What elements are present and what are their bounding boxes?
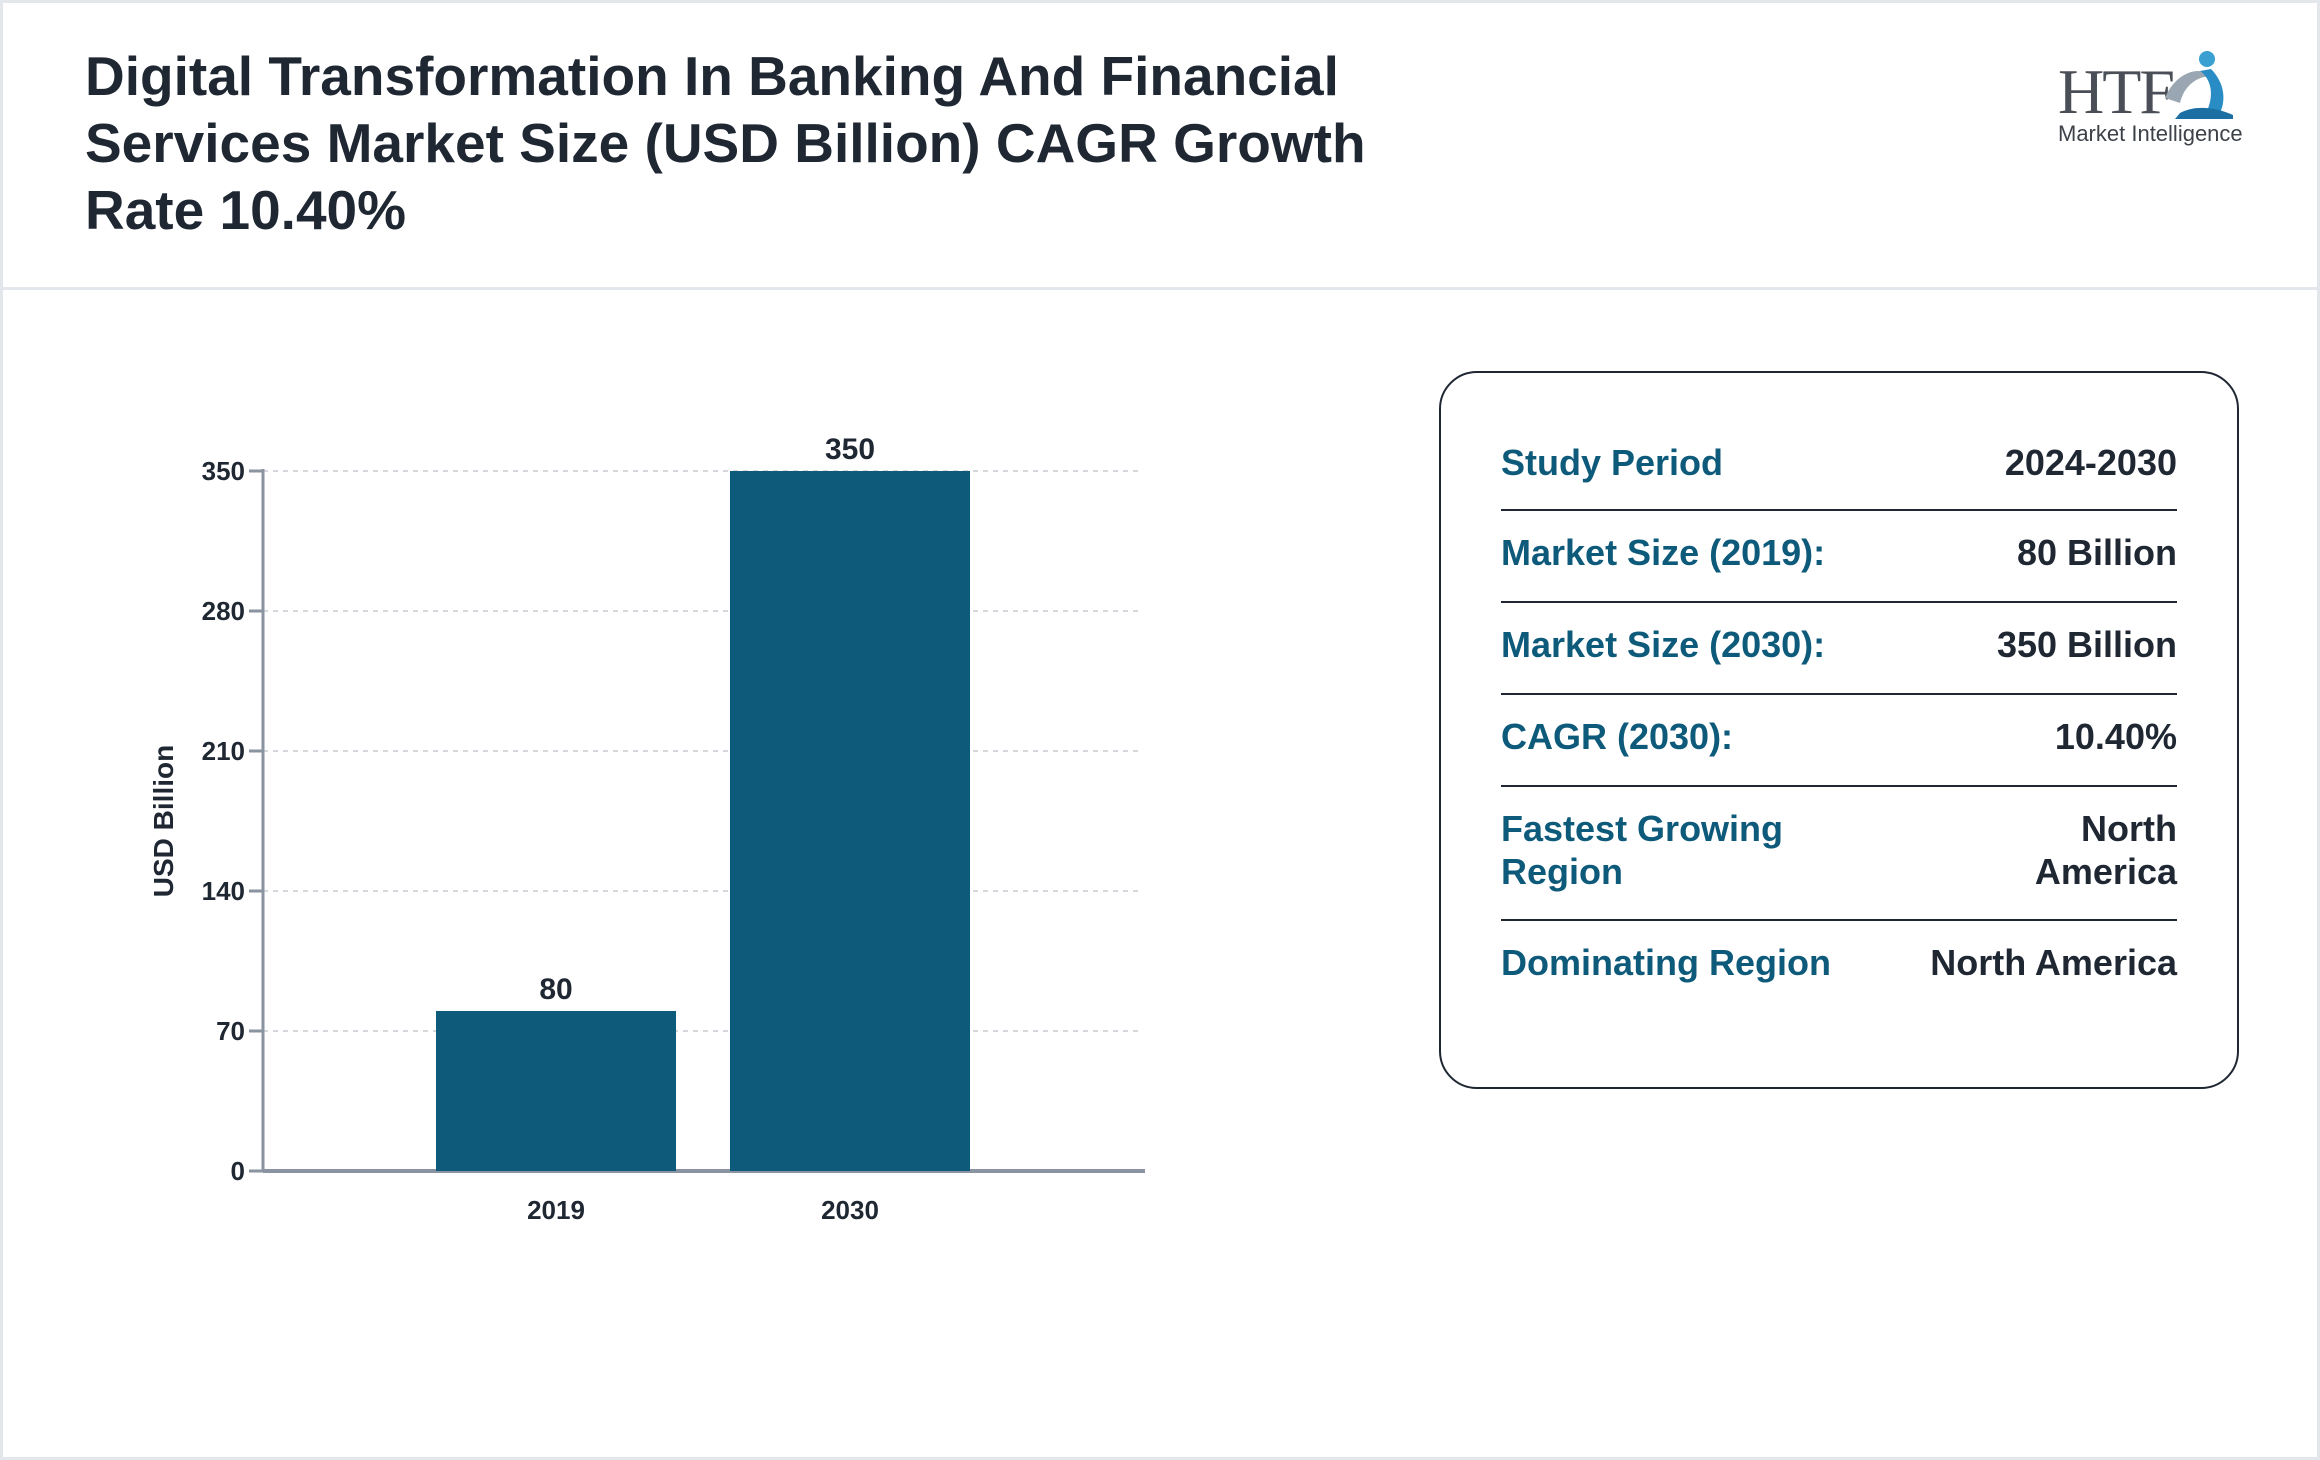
summary-row: Study Period 2024-2030 <box>1501 421 2177 511</box>
htf-logo: HTF Market Intelligence <box>2053 43 2243 153</box>
logo-figure-icon <box>2165 51 2233 119</box>
summary-label: Fastest Growing Region <box>1501 808 1784 892</box>
summary-value: 10.40% <box>2054 716 2177 757</box>
summary-label: CAGR (2030): <box>1501 716 1734 757</box>
page-title: Digital Transformation In Banking And Fi… <box>85 45 1366 241</box>
y-tick-label: 70 <box>216 1016 245 1046</box>
summary-value: North America <box>1930 942 2177 983</box>
y-axis-label: USD Billion <box>148 745 179 897</box>
summary-value: 350 Billion <box>1996 624 2177 665</box>
summary-value: 2024-2030 <box>2004 442 2177 483</box>
summary-row: Market Size (2030): 350 Billion <box>1501 603 2177 695</box>
summary-card: Study Period 2024-2030 Market Size (2019):… <box>1439 371 2239 1089</box>
data-label: 80 <box>539 973 572 1006</box>
summary-row: Fastest Growing Region North America <box>1501 787 2177 921</box>
y-tick-label: 350 <box>202 456 245 486</box>
bar-chart: 0 70 140 210 280 350 USD Billion 80 2019 350 2030 <box>148 433 1145 1225</box>
summary-label: Dominating Region <box>1501 942 1831 983</box>
summary-row: Dominating Region North America <box>1501 921 2177 1011</box>
summary-row: CAGR (2030): 10.40% <box>1501 695 2177 787</box>
summary-value: 80 Billion <box>2016 532 2177 573</box>
summary-value: North America <box>2034 808 2177 892</box>
summary-row: Market Size (2019): 80 Billion <box>1501 511 2177 603</box>
summary-label: Study Period <box>1501 442 1724 483</box>
logo-text: HTF <box>2058 56 2175 127</box>
logo-subtitle: Market Intelligence <box>2058 121 2243 146</box>
bar-2019 <box>436 1011 676 1171</box>
header: Digital Transformation In Banking And Fi… <box>3 3 2317 290</box>
x-tick-label: 2019 <box>527 1195 585 1225</box>
data-label: 350 <box>825 433 875 466</box>
x-tick-label: 2030 <box>821 1195 879 1225</box>
y-tick-label: 280 <box>202 596 245 626</box>
bar-2030 <box>730 471 970 1171</box>
y-tick-label: 0 <box>231 1156 245 1186</box>
y-tick-label: 140 <box>202 876 245 906</box>
y-tick-label: 210 <box>202 736 245 766</box>
summary-label: Market Size (2030): <box>1501 624 1826 665</box>
summary-label: Market Size (2019): <box>1501 532 1826 573</box>
